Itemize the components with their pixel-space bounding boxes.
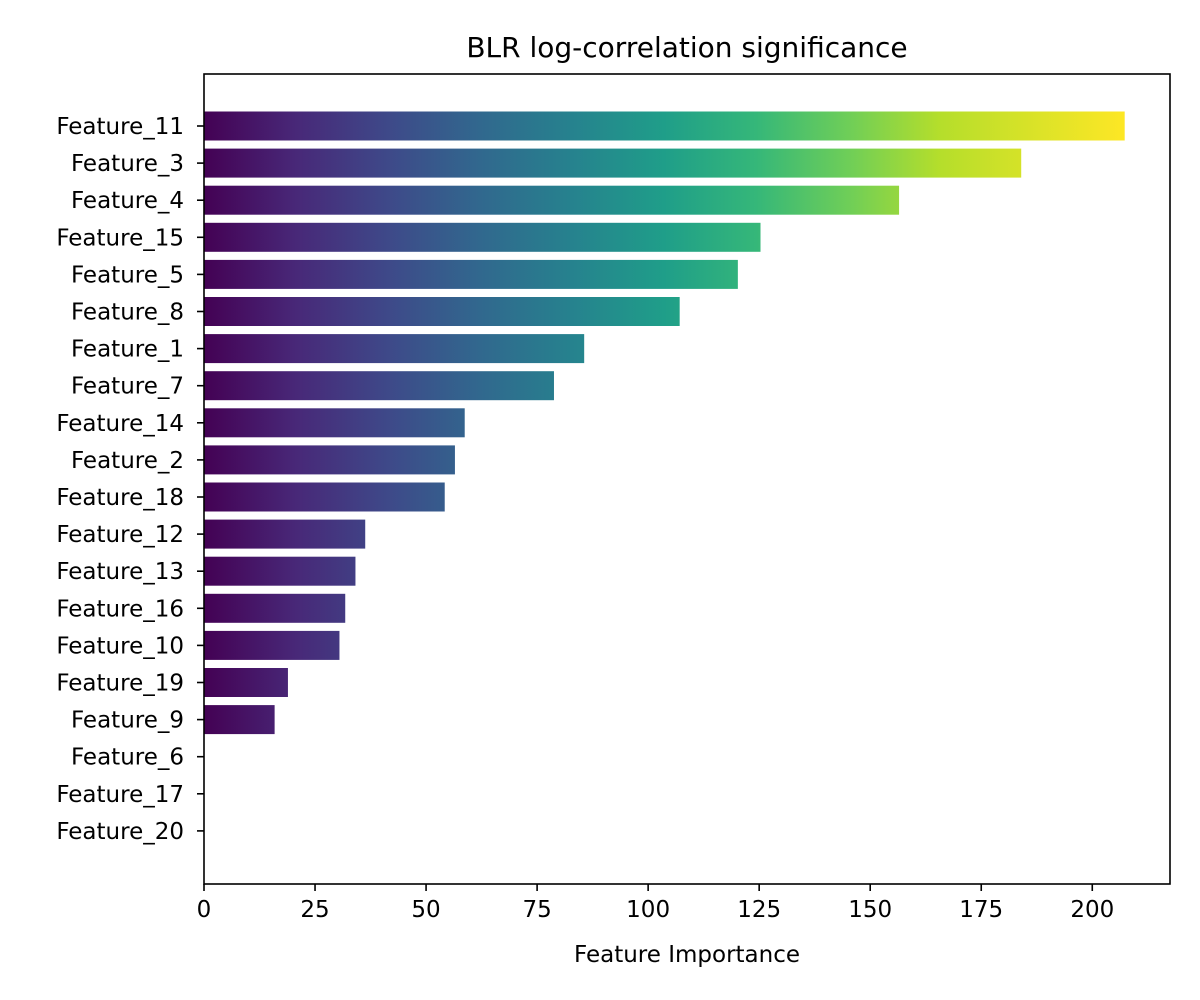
y-tick-label: Feature_9 — [71, 708, 184, 734]
bar-feature-3 — [204, 148, 1022, 178]
x-tick-label: 50 — [411, 897, 440, 923]
plot-frame — [203, 73, 1171, 885]
y-tick-label: Feature_13 — [56, 559, 184, 585]
bar-feature-18 — [204, 482, 445, 512]
bar-feature-11 — [204, 111, 1125, 141]
y-tick-label: Feature_11 — [56, 114, 184, 140]
bar-feature-7 — [204, 371, 554, 401]
x-tick-label: 150 — [848, 897, 892, 923]
x-tick-label: 0 — [197, 897, 212, 923]
bars-layer — [204, 111, 1125, 735]
y-tick-label: Feature_20 — [56, 819, 184, 845]
y-tick-label: Feature_10 — [56, 633, 184, 659]
x-tick-label: 125 — [737, 897, 781, 923]
bar-feature-4 — [204, 185, 900, 215]
y-tick-label: Feature_6 — [71, 745, 184, 771]
bar-feature-15 — [204, 222, 761, 252]
y-tick-label: Feature_14 — [56, 411, 184, 437]
bar-feature-1 — [204, 334, 585, 364]
y-tick-label: Feature_16 — [56, 596, 184, 622]
y-tick-label: Feature_19 — [56, 671, 184, 697]
y-tick-label: Feature_3 — [71, 151, 184, 177]
bar-feature-10 — [204, 630, 340, 660]
bar-feature-12 — [204, 519, 366, 549]
y-axis: Feature_11 Feature_3 Feature_4 Feature_15 Fe… — [56, 114, 204, 845]
y-tick-label: Feature_15 — [56, 225, 184, 251]
bar-feature-2 — [204, 445, 455, 475]
y-tick-label: Feature_1 — [71, 337, 184, 363]
bar-feature-19 — [204, 668, 288, 697]
chart-title: BLR log-correlation significance — [466, 31, 907, 64]
y-tick-label: Feature_5 — [71, 262, 184, 288]
bar-feature-5 — [204, 259, 738, 289]
y-tick-label: Feature_4 — [71, 188, 184, 214]
x-tick-label: 25 — [300, 897, 329, 923]
bar-feature-8 — [204, 297, 680, 326]
bar-feature-16 — [204, 593, 346, 623]
bar-feature-13 — [204, 556, 356, 586]
y-tick-label: Feature_2 — [71, 448, 184, 474]
x-tick-label: 75 — [522, 897, 551, 923]
x-axis: 0 25 50 75 100 125 150 175 200 — [197, 884, 1114, 923]
bar-feature-14 — [204, 408, 465, 438]
x-axis-label: Feature Importance — [574, 942, 800, 968]
bar-feature-9 — [204, 705, 275, 735]
y-tick-label: Feature_18 — [56, 485, 184, 511]
x-tick-label: 175 — [959, 897, 1003, 923]
y-tick-label: Feature_8 — [71, 300, 184, 326]
y-tick-label: Feature_12 — [56, 522, 184, 548]
x-tick-label: 200 — [1070, 897, 1114, 923]
x-tick-label: 100 — [626, 897, 670, 923]
y-tick-label: Feature_7 — [71, 374, 184, 400]
y-tick-label: Feature_17 — [56, 782, 184, 808]
